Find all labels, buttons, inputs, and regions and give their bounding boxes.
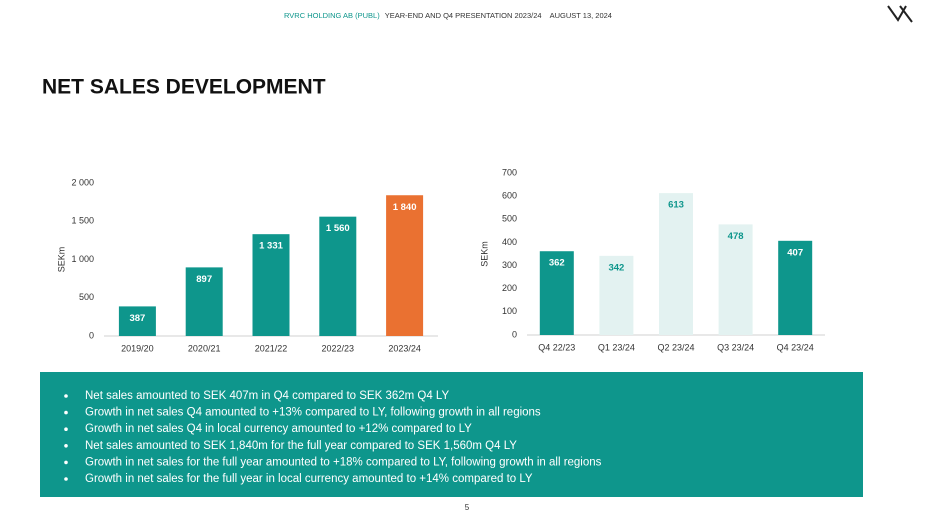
bullet-text: Growth in net sales for the full year am… [85,456,602,468]
value-label: 897 [196,274,212,285]
value-label: 1 331 [259,241,283,252]
header-presentation: YEAR-END AND Q4 PRESENTATION 2023/24 [385,11,542,20]
slide-title: NET SALES DEVELOPMENT [42,76,326,99]
y-tick-label: 0 [512,329,517,339]
bar [319,216,357,336]
value-label: 407 [787,247,803,258]
bullet-dot [64,427,68,432]
logo [887,5,913,23]
bullet-dot [64,477,68,481]
bar [386,195,424,336]
x-tick-label: Q1 23/24 [598,342,635,352]
value-label: 362 [549,258,565,269]
y-tick-label: 200 [502,283,517,293]
bullet-dot [64,460,68,465]
bar [118,306,156,336]
logo-mark [887,5,913,23]
bullet-text: Net sales amounted to SEK 1,840m for the… [85,440,517,452]
y-tick-label: 400 [502,237,517,247]
bar [599,255,634,335]
y-tick-label: 1 500 [71,216,94,226]
y-tick-label: 500 [79,292,94,302]
y-axis-label: SEKm [479,241,489,267]
bullet-dot [64,444,68,448]
y-tick-label: 600 [502,191,517,201]
x-tick-label: 2020/21 [188,343,221,353]
bullet-text: Net sales amounted to SEK 407m in Q4 com… [85,390,449,402]
bullet-text: Growth in net sales for the full year in… [85,473,533,485]
bullet-text: Growth in net sales Q4 in local currency… [85,423,472,435]
y-tick-label: 100 [502,306,517,316]
header-company: RVRC HOLDING AB (PUBL) [284,11,380,20]
value-label: 478 [728,231,744,242]
bar [778,240,813,335]
bar [185,267,223,336]
x-tick-label: Q4 22/23 [538,342,575,352]
x-tick-label: Q4 23/24 [777,342,814,352]
x-tick-label: 2022/23 [322,343,355,353]
x-tick-label: 2023/24 [388,343,421,353]
bar [252,234,290,336]
bar [659,193,693,335]
x-tick-label: Q2 23/24 [657,342,694,352]
value-label: 342 [608,262,624,273]
value-label: 613 [668,200,684,211]
header-date: AUGUST 13, 2024 [550,11,612,20]
x-tick-label: Q3 23/24 [717,342,754,352]
value-label: 1 560 [326,223,350,234]
value-label: 387 [129,313,145,324]
bar [539,251,574,335]
summary-box [40,372,863,497]
bullet-text: Growth in net sales Q4 amounted to +13% … [85,407,541,419]
page-number: 5 [465,503,470,512]
bullet-dot [64,410,68,415]
y-tick-label: 700 [502,167,517,177]
y-tick-label: 0 [89,330,94,340]
y-tick-label: 2 000 [71,177,94,187]
value-label: 1 840 [393,202,417,213]
bar [718,224,753,335]
y-tick-label: 1 000 [71,254,94,264]
y-tick-label: 500 [502,214,517,224]
bullet-dot [64,394,68,398]
x-tick-label: 2019/20 [121,343,154,353]
y-axis-label: SEKm [56,247,66,273]
x-tick-label: 2021/22 [255,343,288,353]
y-tick-label: 300 [502,260,517,270]
header: RVRC HOLDING AB (PUBL) YEAR-END AND Q4 PR… [284,11,612,20]
